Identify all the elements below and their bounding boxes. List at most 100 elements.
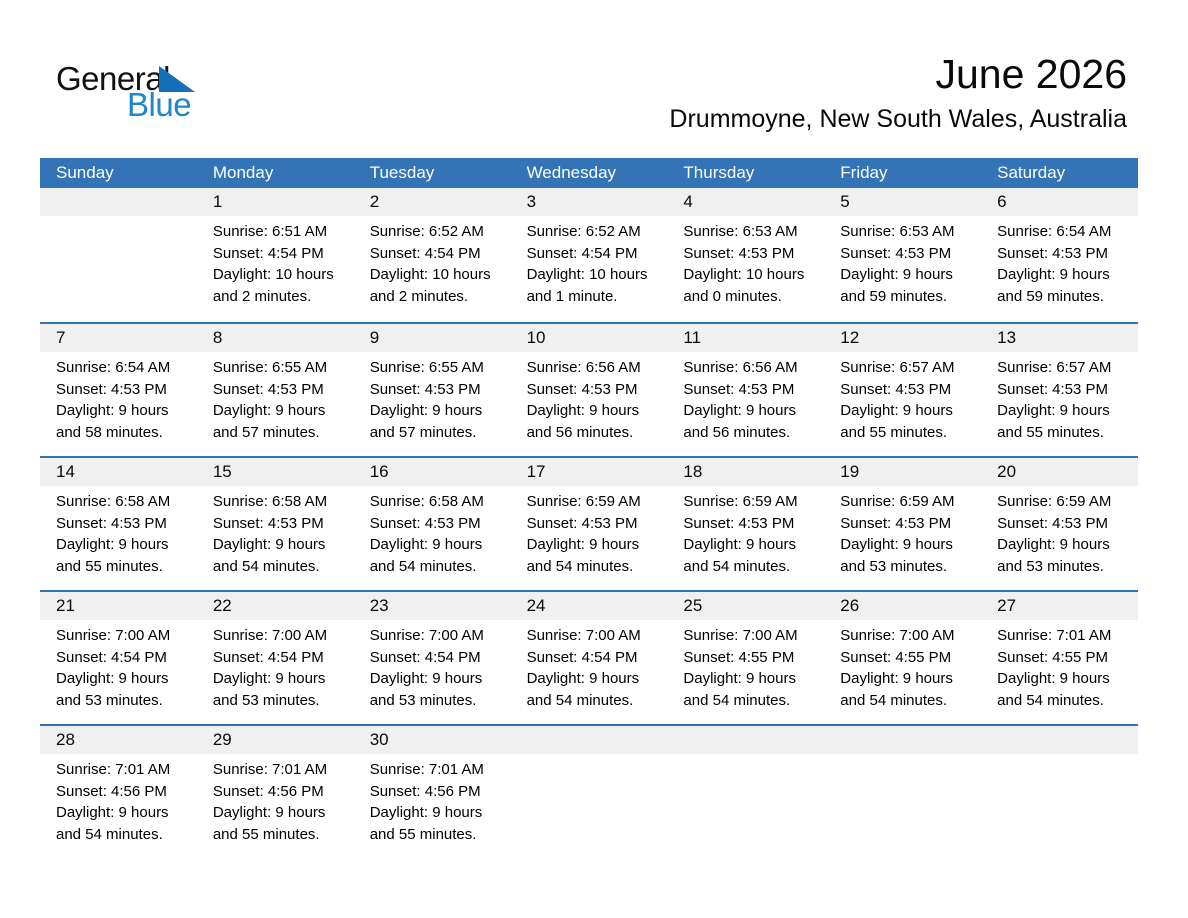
sunset-text: Sunset: 4:53 PM bbox=[840, 514, 952, 532]
sunset-text: Sunset: 4:55 PM bbox=[997, 648, 1109, 666]
daylight-text-line1: Daylight: 10 hours bbox=[212, 266, 334, 283]
daylight-text-line2: and 54 minutes. bbox=[683, 691, 791, 709]
sunset-text: Sunset: 4:53 PM bbox=[997, 514, 1109, 532]
day-number: 27 bbox=[981, 592, 1138, 620]
general-blue-logo: General Blue bbox=[56, 60, 206, 126]
sunset-text: Sunset: 4:53 PM bbox=[997, 244, 1109, 262]
day-details: Sunrise: 7:00 AM Sunset: 4:55 PM Dayligh… bbox=[667, 620, 824, 711]
calendar-day-cell: 15 Sunrise: 6:58 AM Sunset: 4:53 PM Dayl… bbox=[196, 458, 354, 590]
weekday-header-row: Sunday Monday Tuesday Wednesday Thursday Frid… bbox=[40, 158, 1138, 188]
day-number: 20 bbox=[981, 458, 1138, 486]
day-number: 24 bbox=[510, 592, 668, 620]
day-number: 10 bbox=[510, 324, 668, 352]
calendar-day-cell bbox=[824, 726, 982, 858]
weekday-header-cell: Sunday bbox=[56, 163, 114, 182]
calendar-day-cell: 5 Sunrise: 6:53 AM Sunset: 4:53 PM Dayli… bbox=[824, 188, 982, 322]
day-details: Sunrise: 6:59 AM Sunset: 4:53 PM Dayligh… bbox=[981, 486, 1138, 577]
daylight-text-line1: Daylight: 9 hours bbox=[212, 670, 326, 687]
day-number: 28 bbox=[40, 726, 197, 754]
daylight-text-line2: and 55 minutes. bbox=[840, 423, 948, 441]
day-number bbox=[510, 726, 668, 754]
day-number bbox=[667, 726, 825, 754]
daylight-text-line1: Daylight: 9 hours bbox=[212, 536, 326, 553]
calendar-day-cell: 14 Sunrise: 6:58 AM Sunset: 4:53 PM Dayl… bbox=[40, 458, 197, 590]
sunrise-text: Sunrise: 6:54 AM bbox=[56, 359, 171, 376]
calendar-day-cell: 2 Sunrise: 6:52 AM Sunset: 4:54 PM Dayli… bbox=[353, 188, 511, 322]
day-details: Sunrise: 6:55 AM Sunset: 4:53 PM Dayligh… bbox=[354, 352, 511, 443]
calendar-day-cell: 4 Sunrise: 6:53 AM Sunset: 4:53 PM Dayli… bbox=[667, 188, 825, 322]
daylight-text-line1: Daylight: 9 hours bbox=[56, 402, 169, 419]
calendar-day-cell: 21 Sunrise: 7:00 AM Sunset: 4:54 PM Dayl… bbox=[40, 592, 197, 724]
calendar-day-cell: 23 Sunrise: 7:00 AM Sunset: 4:54 PM Dayl… bbox=[353, 592, 511, 724]
daylight-text-line2: and 53 minutes. bbox=[212, 691, 320, 709]
daylight-text-line2: and 54 minutes. bbox=[683, 557, 791, 575]
day-details: Sunrise: 6:56 AM Sunset: 4:53 PM Dayligh… bbox=[667, 352, 824, 443]
day-details: Sunrise: 6:58 AM Sunset: 4:53 PM Dayligh… bbox=[354, 486, 511, 577]
sunrise-text: Sunrise: 6:57 AM bbox=[840, 359, 955, 376]
logo-triangle-icon bbox=[159, 66, 195, 92]
day-number bbox=[824, 726, 982, 754]
daylight-text-line1: Daylight: 9 hours bbox=[56, 536, 169, 553]
sunrise-text: Sunrise: 7:00 AM bbox=[369, 627, 484, 644]
sunset-text: Sunset: 4:53 PM bbox=[212, 514, 324, 532]
daylight-text-line1: Daylight: 10 hours bbox=[369, 266, 491, 283]
sunrise-text: Sunrise: 6:52 AM bbox=[369, 223, 484, 240]
day-details: Sunrise: 6:58 AM Sunset: 4:53 PM Dayligh… bbox=[40, 486, 197, 577]
daylight-text-line1: Daylight: 9 hours bbox=[997, 670, 1110, 687]
calendar-week-row: 28 Sunrise: 7:01 AM Sunset: 4:56 PM Dayl… bbox=[40, 724, 1138, 858]
calendar-day-cell: 29 Sunrise: 7:01 AM Sunset: 4:56 PM Dayl… bbox=[196, 726, 354, 858]
day-number: 8 bbox=[196, 324, 354, 352]
sunset-text: Sunset: 4:55 PM bbox=[840, 648, 952, 666]
calendar-day-cell: 22 Sunrise: 7:00 AM Sunset: 4:54 PM Dayl… bbox=[196, 592, 354, 724]
daylight-text-line1: Daylight: 9 hours bbox=[212, 804, 326, 821]
location-subtitle: Drummoyne, New South Wales, Australia bbox=[669, 105, 1127, 134]
daylight-text-line1: Daylight: 9 hours bbox=[683, 402, 796, 419]
daylight-text-line1: Daylight: 9 hours bbox=[369, 804, 483, 821]
daylight-text-line2: and 54 minutes. bbox=[369, 557, 477, 575]
daylight-text-line1: Daylight: 9 hours bbox=[369, 402, 483, 419]
daylight-text-line1: Daylight: 9 hours bbox=[526, 670, 640, 687]
calendar-day-cell: 11 Sunrise: 6:56 AM Sunset: 4:53 PM Dayl… bbox=[667, 324, 825, 456]
sunset-text: Sunset: 4:53 PM bbox=[369, 380, 481, 398]
sunrise-text: Sunrise: 6:53 AM bbox=[683, 223, 798, 240]
calendar-day-cell: 12 Sunrise: 6:57 AM Sunset: 4:53 PM Dayl… bbox=[824, 324, 982, 456]
day-details: Sunrise: 7:00 AM Sunset: 4:54 PM Dayligh… bbox=[197, 620, 354, 711]
day-number: 15 bbox=[196, 458, 354, 486]
day-details: Sunrise: 7:01 AM Sunset: 4:56 PM Dayligh… bbox=[40, 754, 197, 845]
day-details: Sunrise: 6:52 AM Sunset: 4:54 PM Dayligh… bbox=[354, 216, 511, 307]
daylight-text-line1: Daylight: 9 hours bbox=[683, 670, 796, 687]
sunset-text: Sunset: 4:53 PM bbox=[56, 514, 167, 532]
day-number: 13 bbox=[981, 324, 1138, 352]
day-number: 19 bbox=[824, 458, 982, 486]
calendar-day-cell: 13 Sunrise: 6:57 AM Sunset: 4:53 PM Dayl… bbox=[981, 324, 1138, 456]
sunset-text: Sunset: 4:56 PM bbox=[56, 782, 167, 800]
day-number: 9 bbox=[353, 324, 511, 352]
daylight-text-line2: and 1 minute. bbox=[526, 287, 618, 305]
sunset-text: Sunset: 4:53 PM bbox=[997, 380, 1109, 398]
day-details: Sunrise: 7:00 AM Sunset: 4:54 PM Dayligh… bbox=[354, 620, 511, 711]
weekday-header-cell: Saturday bbox=[997, 163, 1066, 182]
sunrise-text: Sunrise: 7:00 AM bbox=[683, 627, 798, 644]
daylight-text-line1: Daylight: 9 hours bbox=[212, 402, 326, 419]
sunrise-text: Sunrise: 7:01 AM bbox=[56, 761, 171, 778]
sunset-text: Sunset: 4:53 PM bbox=[683, 244, 795, 262]
calendar-day-cell bbox=[40, 188, 197, 322]
sunset-text: Sunset: 4:54 PM bbox=[526, 244, 638, 262]
sunset-text: Sunset: 4:54 PM bbox=[369, 648, 481, 666]
day-number: 21 bbox=[40, 592, 197, 620]
daylight-text-line2: and 55 minutes. bbox=[369, 825, 477, 843]
sunset-text: Sunset: 4:53 PM bbox=[526, 514, 638, 532]
calendar-week-row: 14 Sunrise: 6:58 AM Sunset: 4:53 PM Dayl… bbox=[40, 456, 1138, 590]
day-details: Sunrise: 6:55 AM Sunset: 4:53 PM Dayligh… bbox=[197, 352, 354, 443]
daylight-text-line1: Daylight: 9 hours bbox=[997, 402, 1110, 419]
day-details: Sunrise: 7:00 AM Sunset: 4:55 PM Dayligh… bbox=[824, 620, 981, 711]
daylight-text-line2: and 53 minutes. bbox=[56, 691, 163, 709]
day-details: Sunrise: 6:51 AM Sunset: 4:54 PM Dayligh… bbox=[197, 216, 354, 307]
daylight-text-line2: and 0 minutes. bbox=[683, 287, 782, 305]
daylight-text-line1: Daylight: 9 hours bbox=[369, 536, 483, 553]
day-number: 12 bbox=[824, 324, 982, 352]
daylight-text-line1: Daylight: 9 hours bbox=[840, 266, 953, 283]
sunset-text: Sunset: 4:53 PM bbox=[840, 244, 952, 262]
day-details: Sunrise: 7:00 AM Sunset: 4:54 PM Dayligh… bbox=[40, 620, 197, 711]
day-details: Sunrise: 7:01 AM Sunset: 4:56 PM Dayligh… bbox=[354, 754, 511, 845]
